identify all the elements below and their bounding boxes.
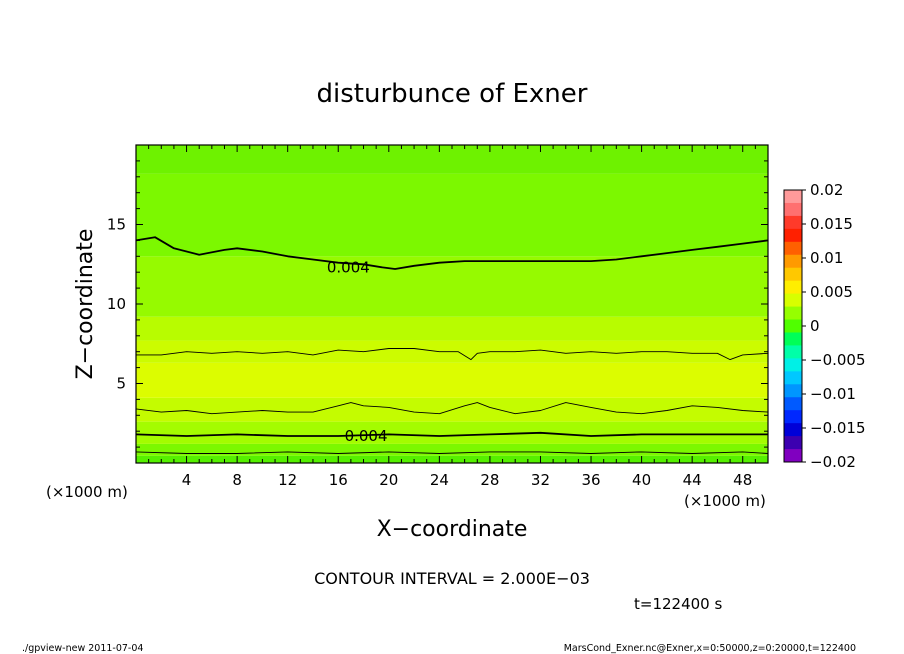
colorbar: 0.02 0.015 0.01 0.005 0 −0.005 −0.01 −0.015 −0.0… — [783, 181, 866, 471]
time-stamp: t=122400 s — [634, 595, 722, 613]
y-tick-label-10: 10 — [107, 295, 126, 313]
contour-line-3 — [135, 431, 768, 437]
contour-line-1 — [136, 348, 769, 361]
x-tick-label-16: 16 — [329, 471, 348, 489]
contour-labels: 0.004 0.004 — [327, 258, 388, 445]
colorbar-swatch-13 — [784, 358, 802, 372]
colorbar-label-6: −0.01 — [810, 385, 856, 403]
x-tick-label-36: 36 — [581, 471, 600, 489]
colorbar-swatch-17 — [784, 410, 802, 424]
footer-right: MarsCond_Exner.nc@Exner,x=0:50000,z=0:20… — [564, 643, 856, 654]
colorbar-swatch-16 — [784, 397, 802, 411]
y-axis-ticks: 5 10 15 — [107, 160, 768, 448]
color-band-9 — [136, 145, 768, 174]
y-tick-label-15: 15 — [107, 216, 126, 234]
x-tick-label-44: 44 — [683, 471, 702, 489]
chart-title: disturbunce of Exner — [317, 79, 588, 109]
colorbar-swatch-3 — [784, 228, 802, 243]
colorbar-label-3: 0.005 — [810, 283, 853, 301]
colorbar-swatch-2 — [784, 215, 802, 230]
x-tick-label-48: 48 — [733, 471, 752, 489]
contour-interval: CONTOUR INTERVAL = 2.000E−03 — [314, 569, 590, 588]
x-axis-label: X−coordinate — [377, 517, 528, 542]
colorbar-swatch-1 — [784, 202, 802, 217]
colorbar-swatch-10 — [784, 319, 802, 333]
colorbar-swatch-11 — [784, 332, 802, 346]
colorbar-swatch-12 — [784, 345, 802, 359]
colorbar-swatch-18 — [784, 423, 802, 437]
contour-line-0 — [135, 236, 769, 270]
color-band-1 — [136, 443, 768, 456]
contour-lines — [135, 236, 769, 454]
x-tick-label-12: 12 — [278, 471, 297, 489]
colorbar-label-1: 0.015 — [810, 215, 853, 233]
colorbar-swatch-6 — [784, 267, 802, 282]
colorbar-label-0: 0.02 — [810, 181, 843, 199]
x-tick-label-32: 32 — [531, 471, 550, 489]
contour-label-1: 0.004 — [345, 427, 388, 445]
colorbar-swatch-5 — [784, 254, 802, 269]
color-bands — [136, 145, 768, 463]
footer-left: ./gpview-new 2011-07-04 — [22, 643, 143, 654]
y-tick-label-5: 5 — [116, 375, 126, 393]
x-unit-left: (×1000 m) — [46, 483, 128, 501]
contour-line-2 — [135, 402, 769, 415]
x-tick-label-8: 8 — [232, 471, 242, 489]
x-tick-label-4: 4 — [182, 471, 192, 489]
colorbar-swatch-14 — [784, 371, 802, 385]
color-band-8 — [136, 173, 768, 257]
colorbar-label-5: −0.005 — [810, 351, 866, 369]
contour-line-4 — [135, 451, 769, 454]
colorbar-swatch-19 — [784, 436, 802, 450]
colorbar-swatch-20 — [784, 449, 802, 463]
y-axis-label: Z−coordinate — [73, 229, 98, 380]
colorbar-label-4: 0 — [810, 317, 820, 335]
colorbar-swatch-4 — [784, 241, 802, 256]
x-tick-label-40: 40 — [632, 471, 651, 489]
colorbar-swatch-8 — [784, 293, 802, 308]
x-tick-label-24: 24 — [430, 471, 449, 489]
color-band-6 — [136, 316, 768, 341]
colorbar-swatch-9 — [784, 306, 802, 321]
color-band-7 — [136, 256, 768, 317]
colorbar-label-7: −0.015 — [810, 419, 866, 437]
x-unit-right: (×1000 m) — [684, 492, 766, 510]
colorbar-swatch-7 — [784, 280, 802, 295]
colorbar-swatch-15 — [784, 384, 802, 398]
x-tick-label-20: 20 — [379, 471, 398, 489]
x-axis-ticks: 4 8 12 16 20 24 28 32 36 40 44 48 — [148, 145, 756, 489]
colorbar-swatch-0 — [784, 190, 802, 204]
contour-label-0: 0.004 — [327, 258, 370, 276]
x-tick-label-28: 28 — [480, 471, 499, 489]
color-band-2 — [136, 421, 768, 444]
colorbar-label-2: 0.01 — [810, 249, 843, 267]
colorbar-label-8: −0.02 — [810, 453, 856, 471]
color-band-4 — [136, 362, 768, 398]
